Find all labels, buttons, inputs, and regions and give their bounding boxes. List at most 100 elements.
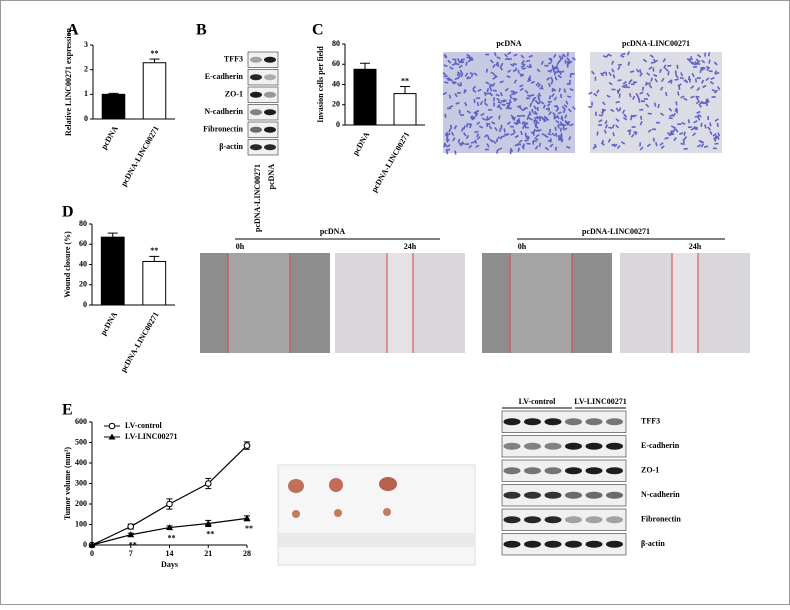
protein-label: N-cadherin [641, 490, 680, 499]
significance: ** [129, 541, 137, 550]
blot-band [264, 91, 276, 98]
group-title: pcDNA [320, 227, 346, 236]
blot-band [544, 540, 562, 548]
blot-strip [247, 51, 279, 68]
significance: ** [151, 49, 159, 58]
blot-band [524, 491, 541, 499]
blot-band [264, 74, 276, 81]
blot-band [503, 516, 521, 524]
significance: ** [168, 533, 176, 542]
blot-band [585, 540, 603, 548]
blot-band [264, 56, 276, 63]
blot-band [565, 540, 582, 548]
y-tick-label: 0 [336, 120, 340, 129]
y-tick-label: 600 [75, 417, 87, 426]
blot-band [606, 467, 623, 475]
bar [100, 236, 125, 306]
marker [88, 541, 96, 548]
blot-band [565, 442, 582, 450]
marker [204, 480, 212, 487]
blot-band [250, 144, 262, 151]
blot-band [606, 540, 623, 548]
blot-band [606, 418, 623, 426]
time-label: 0h [518, 242, 527, 251]
significance: ** [245, 524, 253, 533]
blot-strip [501, 484, 627, 507]
blot-band [585, 418, 603, 426]
gap [228, 253, 290, 353]
panel-label: B [196, 22, 207, 39]
blot-band [250, 56, 262, 63]
time-label: 24h [404, 242, 417, 251]
blot-band [544, 491, 562, 499]
group-label: LV-control [519, 397, 557, 406]
blot-band [250, 109, 262, 116]
blot-strip [501, 533, 627, 556]
y-tick-label: 100 [75, 519, 87, 528]
y-tick-label: 500 [75, 437, 87, 446]
blot-strip [247, 69, 279, 86]
x-tick-label: 0 [90, 549, 94, 558]
blot-band [250, 91, 262, 98]
blot-band [503, 491, 521, 499]
blot-band [250, 126, 262, 133]
blot-band [264, 109, 276, 116]
wound-photo [200, 253, 330, 353]
gap [387, 253, 413, 353]
bar [393, 93, 417, 126]
marker [127, 531, 135, 538]
invasion-photo [442, 51, 576, 155]
protein-label: Fibronectin [641, 515, 681, 524]
blot-strip [501, 459, 627, 482]
wound-photo [335, 253, 465, 353]
y-tick-label: 20 [332, 100, 340, 109]
blot-strip [501, 410, 627, 433]
marker [108, 433, 116, 440]
time-label: 0h [236, 242, 245, 251]
blot-strip [247, 139, 279, 156]
protein-label: TFF3 [641, 417, 660, 426]
y-tick-label: 20 [79, 280, 87, 289]
y-tick-label: 60 [79, 239, 87, 248]
marker [204, 519, 212, 526]
wound-photo [482, 253, 612, 353]
panel-label: A [67, 22, 79, 39]
blot-band [503, 540, 521, 548]
x-tick-label: 7 [129, 549, 133, 558]
blot-band [544, 418, 562, 426]
marker [166, 524, 173, 531]
blot-band [606, 491, 623, 499]
y-tick-label: 0 [83, 540, 87, 549]
y-tick-label: 200 [75, 499, 87, 508]
blot-band [524, 467, 541, 475]
blot-band [565, 467, 582, 475]
invasion-photo [588, 51, 722, 153]
protein-label: β-actin [219, 142, 243, 151]
blot-band [524, 540, 541, 548]
blot-band [606, 516, 623, 524]
protein-label: TFF3 [224, 55, 243, 64]
cells [588, 51, 721, 151]
protein-label: N-cadherin [204, 107, 243, 116]
blot-band [585, 491, 603, 499]
y-tick-label: 3 [84, 40, 88, 49]
x-tick-label: 14 [166, 549, 174, 558]
bar [101, 93, 126, 120]
blot-strip [501, 435, 627, 458]
blot-band [503, 418, 521, 426]
y-tick-label: 40 [332, 79, 340, 88]
protein-label: β-actin [641, 539, 665, 548]
bar [142, 260, 167, 306]
blot-band [585, 516, 603, 524]
blot-band [585, 442, 603, 450]
x-tick-label: 21 [204, 549, 212, 558]
blot-band [606, 442, 623, 450]
y-tick-label: 1 [84, 89, 88, 98]
significance: ** [150, 246, 158, 255]
bar [353, 68, 377, 126]
significance: ** [206, 529, 214, 538]
blot-band [544, 442, 562, 450]
blot-band [544, 467, 562, 475]
y-tick-label: 40 [79, 259, 87, 268]
blot-band [264, 144, 276, 151]
